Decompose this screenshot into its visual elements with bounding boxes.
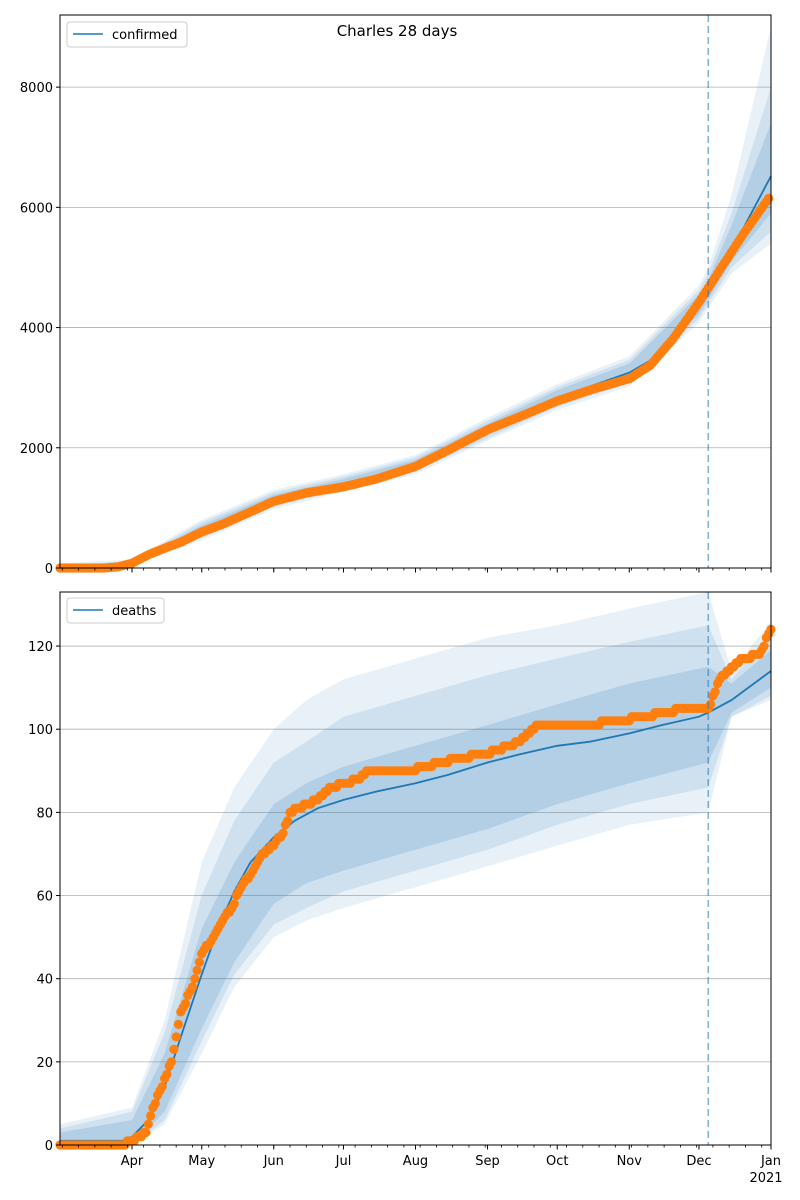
deaths-observed-point xyxy=(166,1057,177,1067)
x-tick-label-may: May xyxy=(188,1154,215,1169)
confirmed-y-tick-label: 4000 xyxy=(20,322,53,337)
x-tick-label-oct: Oct xyxy=(546,1154,568,1169)
deaths-observed-point xyxy=(229,899,239,909)
confirmed-y-axis: 0 2000 4000 6000 8000 xyxy=(20,81,60,577)
deaths-observed-point xyxy=(194,957,204,967)
confirmed-y-tick-label: 2000 xyxy=(20,442,53,457)
deaths-observed-point xyxy=(141,1127,151,1138)
deaths-y-tick-label: 60 xyxy=(36,890,53,905)
deaths-y-tick-label: 40 xyxy=(36,973,53,988)
deaths-y-tick-label: 100 xyxy=(28,723,53,738)
confirmed-uncertainty-bands xyxy=(60,27,771,568)
confirmed-panel: 0 2000 4000 6000 8000 Charles 28 days confir… xyxy=(20,14,774,577)
deaths-panel: 0 20 40 60 80 100 120 Apr May Jun Jul Aug Sep Oct Nov… xyxy=(28,591,783,1186)
deaths-observed-point xyxy=(146,1111,156,1121)
confirmed-band-1 xyxy=(60,27,771,568)
x-tick-label-jan: Jan xyxy=(760,1154,781,1169)
x-tick-label-apr: Apr xyxy=(121,1154,144,1169)
deaths-y-tick-label: 20 xyxy=(36,1056,53,1071)
confirmed-observed-point xyxy=(764,193,774,203)
deaths-observed-point xyxy=(278,828,288,838)
confirmed-legend-label: confirmed xyxy=(112,28,178,43)
x-tick-label-nov: Nov xyxy=(617,1154,643,1169)
deaths-observed-point xyxy=(710,687,720,697)
chart-title: Charles 28 days xyxy=(337,22,458,40)
confirmed-y-tick-label: 8000 xyxy=(20,81,53,96)
x-tick-label-dec: Dec xyxy=(686,1154,711,1169)
x-tick-label-sep: Sep xyxy=(475,1154,500,1169)
deaths-legend-label: deaths xyxy=(112,604,157,619)
deaths-y-tick-label: 120 xyxy=(28,640,53,655)
deaths-observed-point xyxy=(162,1069,172,1079)
deaths-observed-point xyxy=(759,641,769,651)
deaths-uncertainty-bands xyxy=(60,592,771,1145)
deaths-band-2 xyxy=(60,625,771,1145)
deaths-observed-point xyxy=(190,974,200,984)
year-label: 2021 xyxy=(749,1171,782,1186)
deaths-observed-point xyxy=(157,1082,167,1092)
deaths-y-tick-label: 0 xyxy=(45,1139,53,1154)
deaths-legend-box xyxy=(66,597,165,624)
deaths-y-tick-label: 80 xyxy=(36,806,53,821)
confirmed-legend-box xyxy=(66,21,188,48)
deaths-observed-point xyxy=(169,1044,179,1054)
x-tick-label-jun: Jun xyxy=(263,1154,284,1169)
deaths-band-1 xyxy=(60,592,771,1145)
deaths-band-3 xyxy=(60,650,771,1145)
deaths-x-axis: Apr May Jun Jul Aug Sep Oct Nov Dec Jan xyxy=(61,1145,781,1169)
deaths-observed-point xyxy=(187,982,197,992)
confirmed-y-tick-label: 6000 xyxy=(20,201,53,216)
deaths-observed-point xyxy=(143,1119,153,1129)
x-tick-label-jul: Jul xyxy=(335,1154,352,1169)
deaths-observed-point xyxy=(180,999,191,1009)
deaths-y-axis: 0 20 40 60 80 100 120 xyxy=(28,640,60,1154)
deaths-observed-point xyxy=(706,699,716,709)
deaths-observed-point xyxy=(283,816,293,826)
deaths-observed-point xyxy=(150,1098,160,1108)
deaths-observed-point xyxy=(192,965,202,976)
confirmed-x-axis xyxy=(61,568,772,573)
x-tick-label-aug: Aug xyxy=(403,1154,428,1169)
deaths-legend: deaths xyxy=(66,597,165,624)
confirmed-y-tick-label: 0 xyxy=(45,562,53,577)
deaths-observed-point xyxy=(173,1019,184,1029)
confirmed-legend: confirmed xyxy=(66,21,188,48)
deaths-observed-point xyxy=(171,1032,181,1042)
